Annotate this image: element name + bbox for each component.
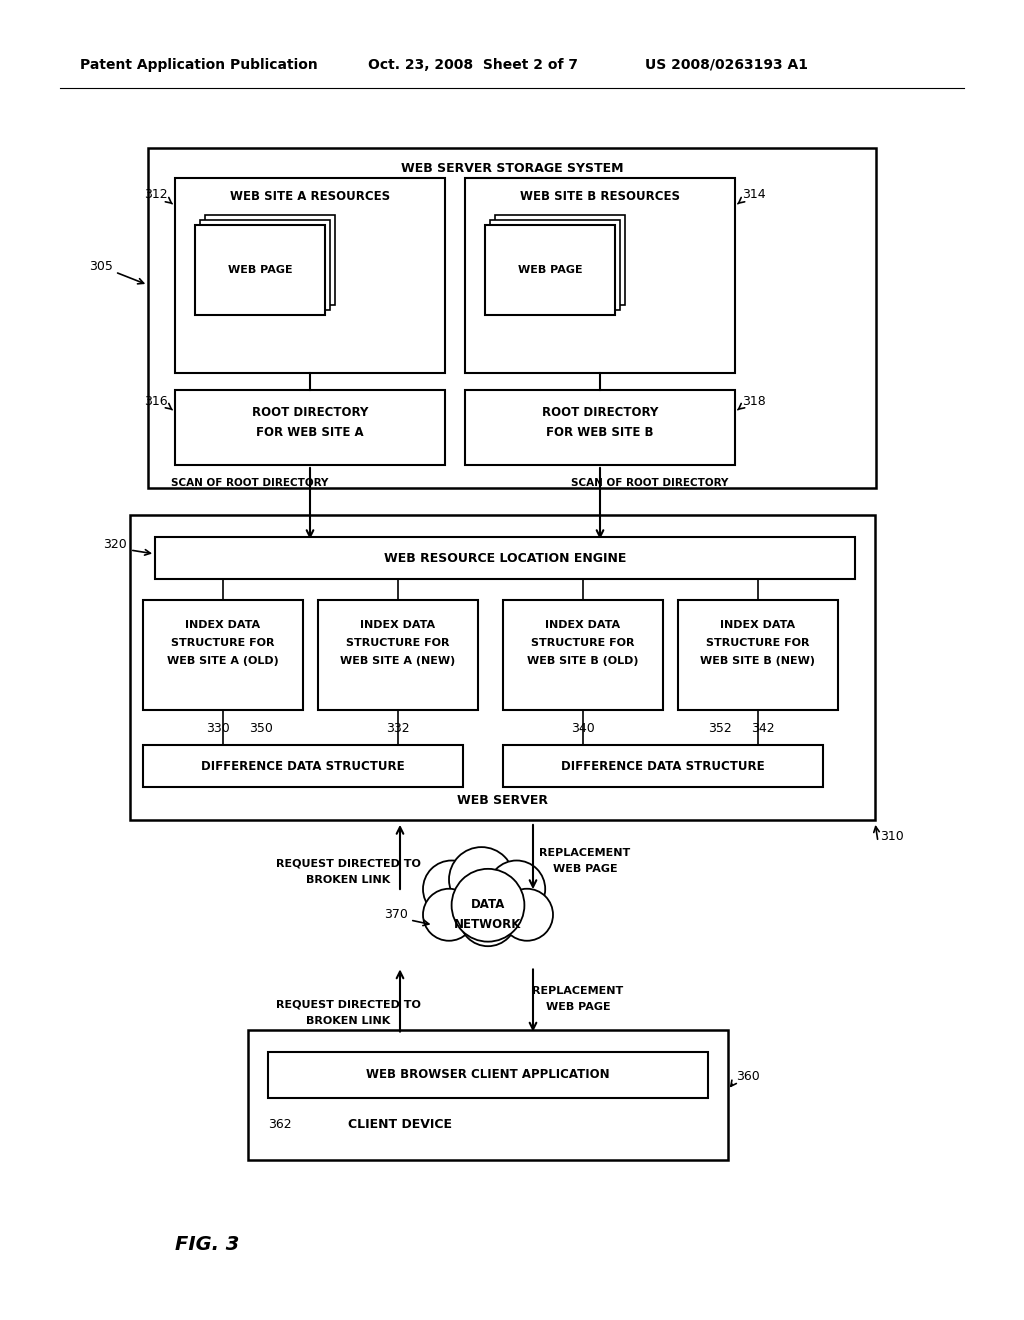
Text: ROOT DIRECTORY: ROOT DIRECTORY [542, 405, 658, 418]
Text: STRUCTURE FOR: STRUCTURE FOR [707, 638, 810, 648]
Text: DIFFERENCE DATA STRUCTURE: DIFFERENCE DATA STRUCTURE [201, 759, 404, 772]
Text: INDEX DATA: INDEX DATA [185, 620, 260, 630]
Text: WEB SERVER STORAGE SYSTEM: WEB SERVER STORAGE SYSTEM [400, 161, 624, 174]
Text: FOR WEB SITE B: FOR WEB SITE B [546, 425, 653, 438]
Text: WEB SITE B (NEW): WEB SITE B (NEW) [700, 656, 815, 667]
Text: WEB PAGE: WEB PAGE [227, 265, 292, 275]
Text: 330: 330 [206, 722, 229, 735]
Text: WEB SITE A (OLD): WEB SITE A (OLD) [167, 656, 279, 667]
Circle shape [452, 869, 524, 941]
Circle shape [449, 847, 514, 912]
Text: US 2008/0263193 A1: US 2008/0263193 A1 [645, 58, 808, 73]
Text: 340: 340 [571, 722, 595, 735]
Bar [205, 215, 335, 305]
Bar [503, 601, 663, 710]
Circle shape [423, 888, 475, 941]
Text: 360: 360 [736, 1071, 760, 1082]
Bar [268, 1052, 708, 1098]
Bar [200, 220, 330, 310]
Bar [678, 601, 838, 710]
Text: FOR WEB SITE A: FOR WEB SITE A [256, 425, 364, 438]
Text: REPLACEMENT: REPLACEMENT [540, 847, 631, 858]
Text: DIFFERENCE DATA STRUCTURE: DIFFERENCE DATA STRUCTURE [561, 759, 765, 772]
Text: CLIENT DEVICE: CLIENT DEVICE [348, 1118, 452, 1131]
Text: REQUEST DIRECTED TO: REQUEST DIRECTED TO [275, 999, 421, 1010]
Bar [465, 389, 735, 465]
Text: 352: 352 [709, 722, 732, 735]
Bar [155, 537, 855, 579]
Bar [503, 744, 823, 787]
Text: ROOT DIRECTORY: ROOT DIRECTORY [252, 405, 369, 418]
Text: WEB RESOURCE LOCATION ENGINE: WEB RESOURCE LOCATION ENGINE [384, 552, 627, 565]
Bar [490, 220, 620, 310]
Text: WEB PAGE: WEB PAGE [546, 1002, 610, 1011]
Text: 370: 370 [384, 908, 408, 921]
Text: 362: 362 [268, 1118, 292, 1131]
Text: NETWORK: NETWORK [455, 917, 521, 931]
Text: DATA: DATA [471, 899, 505, 912]
Circle shape [423, 861, 480, 917]
Text: 305: 305 [89, 260, 113, 273]
Text: 316: 316 [144, 395, 168, 408]
Text: 318: 318 [742, 395, 766, 408]
Bar [195, 224, 325, 315]
Text: STRUCTURE FOR: STRUCTURE FOR [531, 638, 635, 648]
Text: WEB SITE B RESOURCES: WEB SITE B RESOURCES [520, 190, 680, 202]
Text: SCAN OF ROOT DIRECTORY: SCAN OF ROOT DIRECTORY [171, 478, 329, 488]
Text: REQUEST DIRECTED TO: REQUEST DIRECTED TO [275, 859, 421, 869]
Bar [318, 601, 478, 710]
Text: REPLACEMENT: REPLACEMENT [532, 986, 624, 995]
Text: SCAN OF ROOT DIRECTORY: SCAN OF ROOT DIRECTORY [571, 478, 729, 488]
Text: Patent Application Publication: Patent Application Publication [80, 58, 317, 73]
Circle shape [488, 861, 545, 917]
Bar [465, 178, 735, 374]
Text: STRUCTURE FOR: STRUCTURE FOR [346, 638, 450, 648]
Bar [248, 1030, 728, 1160]
Text: 320: 320 [103, 539, 127, 550]
Text: BROKEN LINK: BROKEN LINK [306, 1015, 390, 1026]
Circle shape [460, 888, 516, 946]
Circle shape [501, 888, 553, 941]
Text: BROKEN LINK: BROKEN LINK [306, 875, 390, 884]
Text: INDEX DATA: INDEX DATA [360, 620, 435, 630]
Circle shape [475, 876, 522, 924]
Bar [143, 601, 303, 710]
Bar [130, 515, 874, 820]
Text: 310: 310 [880, 830, 904, 843]
Text: WEB SITE B (OLD): WEB SITE B (OLD) [527, 656, 639, 667]
Bar [175, 178, 445, 374]
Text: Oct. 23, 2008  Sheet 2 of 7: Oct. 23, 2008 Sheet 2 of 7 [368, 58, 578, 73]
Text: INDEX DATA: INDEX DATA [721, 620, 796, 630]
Text: FIG. 3: FIG. 3 [175, 1236, 240, 1254]
Text: WEB SITE A RESOURCES: WEB SITE A RESOURCES [230, 190, 390, 202]
Bar [148, 148, 876, 488]
Text: 314: 314 [742, 187, 766, 201]
Text: WEB PAGE: WEB PAGE [553, 865, 617, 874]
Text: WEB SITE A (NEW): WEB SITE A (NEW) [340, 656, 456, 667]
Text: INDEX DATA: INDEX DATA [546, 620, 621, 630]
Bar [175, 389, 445, 465]
Bar [485, 224, 615, 315]
Text: 350: 350 [249, 722, 273, 735]
Text: 342: 342 [752, 722, 775, 735]
Bar [495, 215, 625, 305]
Bar [143, 744, 463, 787]
Text: WEB PAGE: WEB PAGE [518, 265, 583, 275]
Text: 312: 312 [144, 187, 168, 201]
Text: STRUCTURE FOR: STRUCTURE FOR [171, 638, 274, 648]
Text: 332: 332 [386, 722, 410, 735]
Text: WEB BROWSER CLIENT APPLICATION: WEB BROWSER CLIENT APPLICATION [367, 1068, 610, 1081]
Text: WEB SERVER: WEB SERVER [457, 793, 548, 807]
